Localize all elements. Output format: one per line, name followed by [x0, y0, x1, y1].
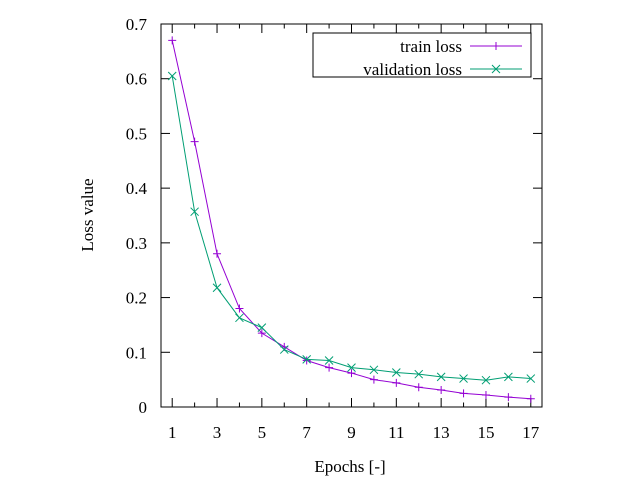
series-line: [171, 75, 531, 381]
data-point: [481, 390, 490, 399]
data-point: [347, 363, 356, 372]
data-point: [347, 369, 356, 378]
series-train-loss: [168, 36, 535, 403]
series-line: [171, 40, 531, 400]
data-point: [459, 389, 468, 398]
x-tick-label: 9: [347, 423, 356, 442]
y-tick-label: 0: [139, 398, 148, 417]
data-point: [324, 356, 334, 365]
legend-marker: [491, 64, 501, 74]
data-point: [391, 368, 401, 377]
data-point: [235, 313, 244, 323]
series-layer: [167, 36, 536, 403]
x-axis-label: Epochs [-]: [314, 457, 385, 476]
data-point: [168, 36, 177, 45]
data-point: [213, 249, 222, 258]
data-point: [167, 71, 177, 81]
x-tick-label: 17: [522, 423, 540, 442]
data-point: [257, 323, 267, 333]
legend-label: train loss: [400, 37, 462, 56]
data-point: [504, 372, 513, 382]
series-validation-loss: [167, 71, 536, 385]
data-point: [526, 374, 536, 383]
data-point: [526, 394, 535, 403]
y-axis-label: Loss value: [78, 178, 97, 251]
data-point: [414, 383, 423, 392]
data-point: [212, 283, 222, 293]
data-point: [279, 345, 289, 354]
data-point: [302, 355, 312, 364]
data-point: [414, 369, 424, 379]
data-point: [481, 375, 491, 385]
data-point: [190, 207, 199, 217]
x-tick-label: 13: [433, 423, 450, 442]
data-point: [235, 304, 244, 313]
legend-label: validation loss: [363, 60, 462, 79]
axis-ticks: 00.10.20.30.40.50.60.71 3 5 7 9 11 13 15 17: [126, 15, 542, 442]
x-tick-label: 1: [168, 423, 177, 442]
x-tick-label: 15: [477, 423, 494, 442]
data-point: [369, 375, 378, 384]
data-point: [436, 372, 446, 382]
data-point: [190, 137, 199, 146]
data-point: [459, 374, 468, 383]
x-tick-label: 11: [388, 423, 404, 442]
data-point: [392, 378, 401, 387]
y-tick-label: 0.7: [126, 15, 148, 34]
x-tick-label: 3: [213, 423, 222, 442]
data-point: [325, 363, 334, 372]
data-point: [257, 329, 266, 338]
x-tick-label: 7: [302, 423, 311, 442]
y-tick-label: 0.5: [126, 124, 147, 143]
data-point: [302, 356, 311, 365]
data-point: [504, 393, 513, 402]
y-tick-label: 0.6: [126, 70, 147, 89]
data-point: [437, 386, 446, 395]
y-tick-label: 0.2: [126, 289, 147, 308]
plot-frame: [160, 23, 543, 408]
data-point: [369, 365, 379, 375]
y-tick-label: 0.4: [126, 179, 148, 198]
y-tick-label: 0.1: [126, 343, 147, 362]
legend-marker: [492, 42, 500, 50]
legend: train loss validation loss: [312, 32, 532, 79]
y-tick-label: 0.3: [126, 234, 147, 253]
x-tick-label: 5: [258, 423, 267, 442]
